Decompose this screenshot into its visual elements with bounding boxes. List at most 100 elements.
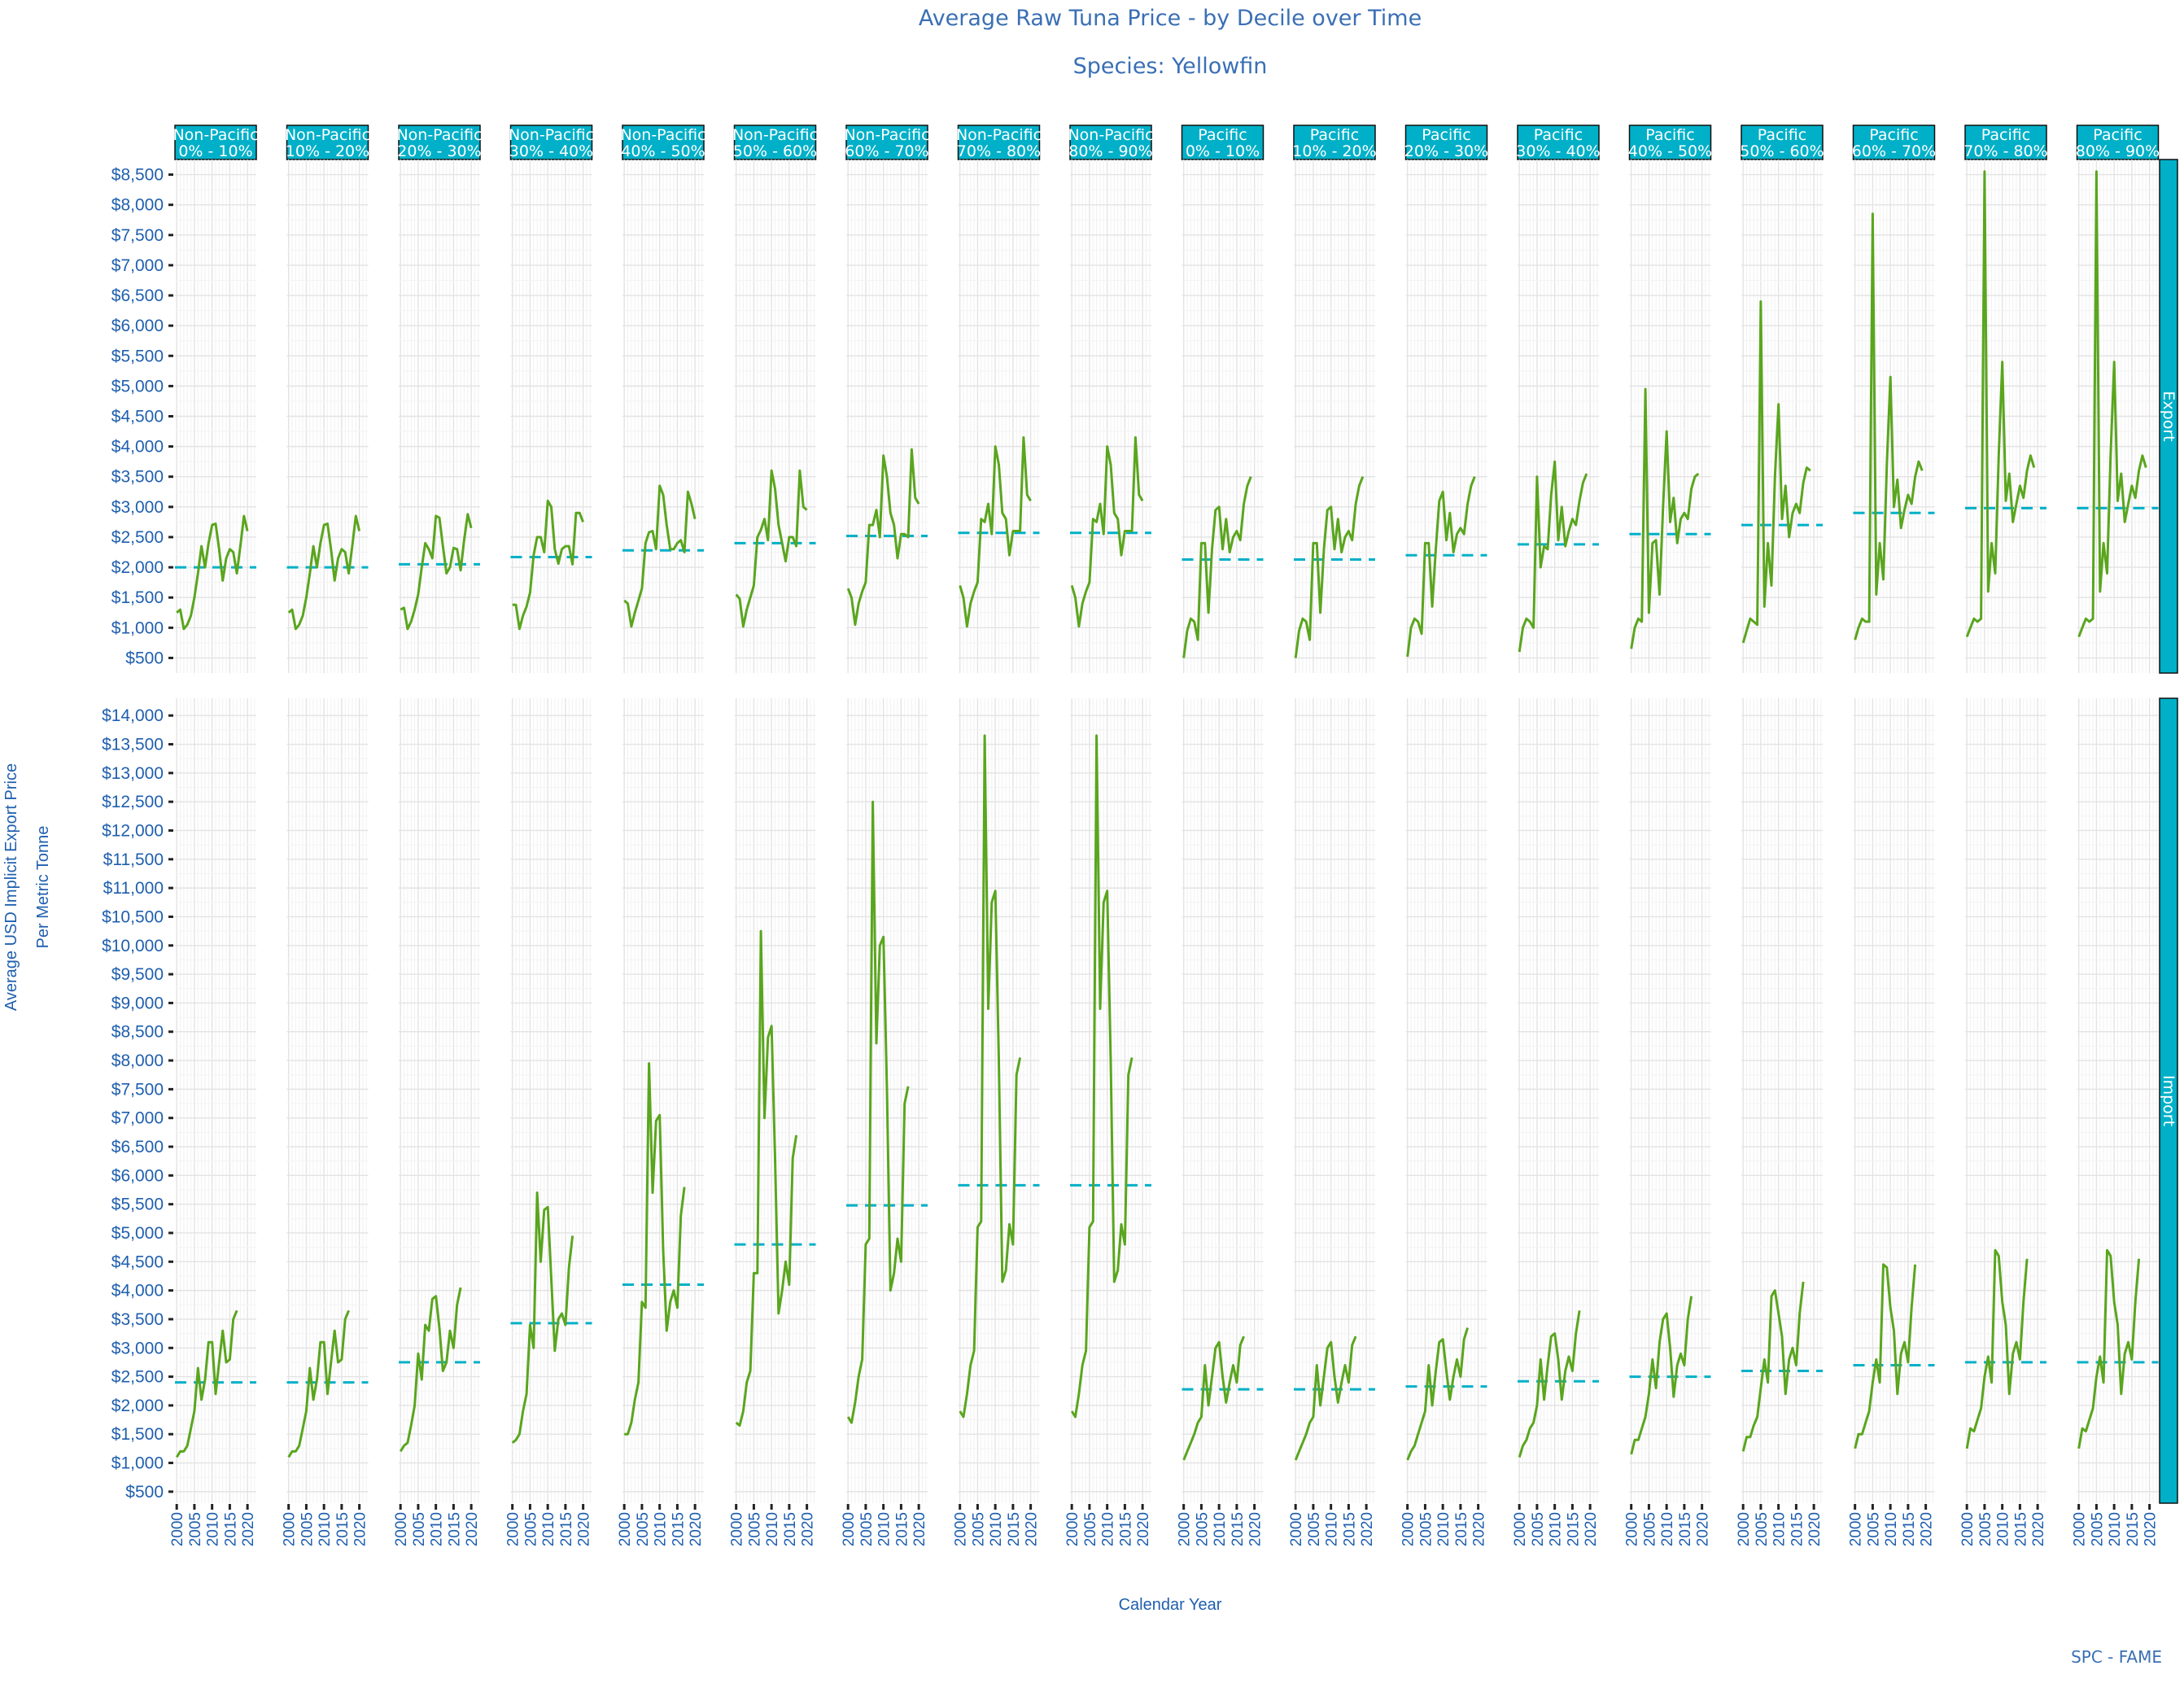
series-line bbox=[1070, 436, 1144, 628]
x-tick-label: 2000 bbox=[1400, 1512, 1417, 1546]
panel-export-18 bbox=[2077, 160, 2159, 673]
y-tick-label: $4,000 bbox=[111, 1282, 164, 1301]
series-line bbox=[846, 448, 920, 627]
y-tick-label: $4,500 bbox=[111, 408, 164, 426]
y-tick-label: $5,500 bbox=[111, 347, 164, 365]
x-tick-label: 2020 bbox=[1024, 1512, 1041, 1546]
x-tick-label: 2005 bbox=[522, 1512, 539, 1546]
series-line bbox=[287, 1309, 350, 1458]
series-line bbox=[1518, 1310, 1581, 1458]
facet-strip-decile: 10% - 20% bbox=[1292, 142, 1376, 160]
panel-import-17 bbox=[1965, 698, 2046, 1503]
series-line bbox=[1854, 212, 1924, 640]
x-tick-label: 2020 bbox=[1247, 1512, 1265, 1546]
facet-strip-decile: 60% - 70% bbox=[1852, 142, 1936, 160]
x-tick-label: 2020 bbox=[1695, 1512, 1712, 1546]
x-tick-label: 2015 bbox=[222, 1512, 239, 1546]
y-tick-label: $10,500 bbox=[102, 907, 164, 926]
facet-strip-group: Pacific bbox=[1758, 126, 1806, 144]
facet-strip-bg bbox=[957, 125, 1041, 160]
y-tick-label: $9,500 bbox=[111, 965, 164, 984]
facet-strip-group: Non-Pacific bbox=[285, 126, 370, 144]
series-line bbox=[175, 1309, 238, 1458]
x-tick-label: 2020 bbox=[240, 1512, 257, 1546]
facet-strip-group: Non-Pacific bbox=[956, 126, 1042, 144]
x-tick-label: 2000 bbox=[1848, 1512, 1865, 1546]
series-line bbox=[2077, 1248, 2141, 1449]
series-line bbox=[512, 499, 584, 631]
facet-strip-bg bbox=[622, 125, 705, 160]
x-tick-label: 2020 bbox=[1135, 1512, 1152, 1546]
x-tick-label: 2020 bbox=[688, 1512, 705, 1546]
x-tick-label: 2005 bbox=[1754, 1512, 1771, 1546]
x-tick-label: 2010 bbox=[1435, 1512, 1452, 1546]
x-tick-label: 2015 bbox=[2125, 1512, 2142, 1546]
facet-strip-decile: 20% - 30% bbox=[397, 142, 481, 160]
y-tick-label: $13,500 bbox=[102, 736, 164, 754]
x-axis-18: 2000 2005 2010 2015 2020 bbox=[2072, 1504, 2160, 1546]
y-tick-label: $10,000 bbox=[102, 937, 164, 955]
x-tick-label: 2020 bbox=[800, 1512, 817, 1546]
x-tick-label: 2005 bbox=[970, 1512, 987, 1546]
x-tick-label: 2000 bbox=[1624, 1512, 1641, 1546]
panel-import-18 bbox=[2077, 698, 2159, 1503]
facet-strip-group: Pacific bbox=[1645, 126, 1694, 144]
x-tick-label: 2005 bbox=[299, 1512, 316, 1546]
row-strip-label: Import bbox=[2160, 1075, 2177, 1126]
y-tick-label: $7,000 bbox=[111, 1109, 164, 1128]
series-line bbox=[1741, 300, 1811, 644]
x-tick-label: 2015 bbox=[1677, 1512, 1694, 1546]
series-line bbox=[1406, 476, 1476, 658]
x-tick-label: 2000 bbox=[1736, 1512, 1753, 1546]
row-strip-export: Export bbox=[2159, 159, 2178, 674]
y-tick-label: $6,000 bbox=[111, 317, 164, 335]
y-tick-label: $11,000 bbox=[103, 879, 164, 898]
panel-import-7 bbox=[846, 698, 928, 1503]
facet-strip-decile: 0% - 10% bbox=[1186, 142, 1260, 160]
panel-export-5 bbox=[622, 160, 704, 673]
series-line bbox=[1406, 1327, 1470, 1461]
x-tick-label: 2015 bbox=[1565, 1512, 1582, 1546]
y-tick-label: $9,000 bbox=[111, 994, 164, 1012]
x-tick-label: 2005 bbox=[1194, 1512, 1211, 1546]
y-tick-label: $3,000 bbox=[111, 498, 164, 517]
facet-strip-group: Non-Pacific bbox=[509, 126, 594, 144]
panel-export-7 bbox=[846, 160, 928, 673]
x-tick-label: 2000 bbox=[1959, 1512, 1977, 1546]
x-tick-label: 2000 bbox=[1288, 1512, 1305, 1546]
x-tick-label: 2010 bbox=[2107, 1512, 2124, 1546]
facet-strip-group: Pacific bbox=[1981, 126, 2030, 144]
x-tick-label: 2015 bbox=[1453, 1512, 1470, 1546]
x-tick-label: 2010 bbox=[1324, 1512, 1341, 1546]
y-tick-label: $1,500 bbox=[111, 588, 164, 607]
y-tick-label: $8,000 bbox=[111, 1051, 164, 1070]
row-strip-bg bbox=[2159, 697, 2178, 1504]
x-tick-label: 2010 bbox=[1212, 1512, 1229, 1546]
x-tick-label: 2005 bbox=[1641, 1512, 1658, 1546]
series-line bbox=[287, 514, 361, 631]
panel-import-8 bbox=[958, 698, 1040, 1503]
facet-strip-group: Pacific bbox=[1198, 126, 1247, 144]
panel-export-3 bbox=[399, 160, 480, 673]
x-axis-6: 2000 2005 2010 2015 2020 bbox=[729, 1504, 817, 1546]
panel-import-9 bbox=[1070, 698, 1151, 1503]
x-tick-label: 2020 bbox=[1359, 1512, 1376, 1546]
x-tick-label: 2015 bbox=[334, 1512, 352, 1546]
y-tick-label: $13,000 bbox=[102, 764, 164, 783]
series-line bbox=[399, 1287, 462, 1453]
facet-strip-bg bbox=[398, 125, 481, 160]
facet-strip-decile: 30% - 40% bbox=[509, 142, 593, 160]
x-axis-11: 2000 2005 2010 2015 2020 bbox=[1288, 1504, 1376, 1546]
x-tick-label: 2010 bbox=[876, 1512, 893, 1546]
panel-import-2 bbox=[286, 698, 369, 1503]
y-tick-label: $3,500 bbox=[111, 468, 164, 487]
x-tick-label: 2015 bbox=[1901, 1512, 1918, 1546]
x-tick-label: 2015 bbox=[1006, 1512, 1023, 1546]
x-tick-label: 2005 bbox=[746, 1512, 763, 1546]
x-tick-label: 2000 bbox=[841, 1512, 858, 1546]
facet-strip-group: Pacific bbox=[2093, 126, 2142, 144]
x-tick-label: 2015 bbox=[1341, 1512, 1358, 1546]
